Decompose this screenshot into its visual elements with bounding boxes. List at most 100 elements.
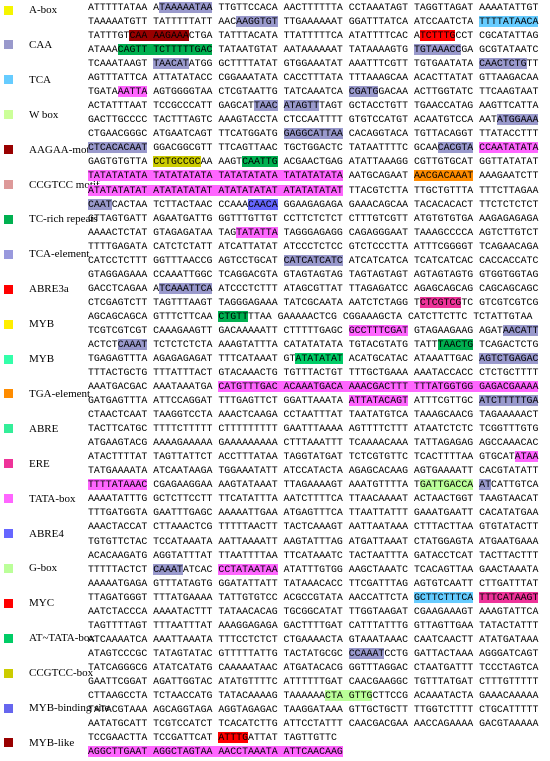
motif-highlight: ATCTTTTTGA (479, 395, 539, 407)
legend-label: MYC (29, 597, 55, 610)
motif-highlight: CTGTT (218, 310, 249, 322)
legend-swatch (4, 110, 13, 120)
sequence-text: ATGG GCTTTTATAT GTGGAAATAT AAATTTCGTT TG… (188, 58, 480, 70)
sequence-text: ATCAC (182, 563, 219, 575)
legend-swatch (4, 738, 13, 748)
sequence-text: ACTATTTAAT TCCGCCCATT GAGCAT (88, 100, 254, 112)
motif-highlight: CTCACACAAT (88, 142, 148, 154)
sequence-row: AAATGACGAC AAATAAATGA CATGTTTGAC ACAAATG… (88, 381, 539, 393)
legend-label: MYB-binding site (29, 702, 110, 714)
motif-highlight: TATATATATA TATATATATA TATATATATA TATATAT… (88, 170, 343, 182)
legend-item: ABRE4 (4, 527, 64, 541)
legend-swatch (4, 145, 13, 155)
sequence-text: TATAATGTAT AATAAAAAAT TATAAAAGTG (212, 44, 414, 56)
sequence-text: GATGAGTTTA ATTCCAGGAT TTTGAGTTCT GGATTAA… (88, 395, 349, 407)
legend-swatch (4, 319, 13, 329)
sequence-row: ATGAAGTACG AAAAGAAAAA GAAAAAAAAA CTTTAAA… (88, 437, 538, 449)
sequence-text: CTGA TATTTACATA TTATTTTTCA ATATTTTCAC A (188, 30, 420, 42)
legend-label: AT~TATA-box (29, 632, 95, 645)
sequence-text: ACACAAGATG AGGTATTTAT TTAATTTTAA TTCATAA… (88, 549, 539, 561)
motif-highlight: TAACTG (437, 338, 474, 350)
sequence-row: GAGTGTGTTA CCTGCCGCAA AAGTCAATTG ACGAACT… (88, 156, 538, 168)
sequence-text: ATTTTTATAA A (88, 2, 160, 13)
legend-swatch (4, 40, 13, 50)
sequence-text: ATAAA (88, 44, 118, 56)
legend-item: G-box (4, 561, 57, 575)
legend-item: MYB-binding site (4, 701, 109, 715)
motif-highlight: CCAAAT (348, 647, 385, 659)
sequence-text: GA GCGTATAATC (461, 44, 539, 56)
sequence-text: TCAGACTCTG (473, 338, 539, 350)
legend-label: MYB (29, 318, 55, 331)
motif-highlight: AGGCTTGAAT AGGCTAGTAA AACCTAAATA ATTCAAC… (88, 746, 343, 758)
motif-highlight: CAA AAGAAA (129, 30, 189, 42)
legend-swatch (4, 598, 13, 608)
sequence-row: ATAGTCCCGC TATAGTATAC GTTTTTATTG TACTATG… (88, 647, 538, 660)
motif-highlight: GCTTCTTTCA (413, 591, 474, 603)
legend-swatch (4, 354, 13, 364)
motif-highlight: CAAAT (153, 563, 183, 575)
sequence-text: ATTTCGTTGC (408, 395, 480, 407)
sequence-row: AGGCTTGAAT AGGCTAGTAA AACCTAAATA ATTCAAC… (88, 746, 343, 758)
motif-highlight: CAACTCTG (479, 58, 527, 70)
sequence-row: ATAAACAGTT TCTTTTTGAC TATAATGTAT AATAAAA… (88, 44, 538, 56)
sequence-text: AA AAGT (200, 156, 243, 168)
legend-label: TGA-element (29, 387, 91, 400)
legend-label: MYB-like (29, 736, 75, 749)
sequence-row: CTCACACAAT GGACGGCGTT TTCAGTTAAC TGCTGGA… (88, 142, 539, 154)
sequence-text: CTCGAGTCTT TAGTTTAAGT TAGGGAGAAA TATCGCA… (88, 296, 420, 308)
legend-item: CCGTCC-box (4, 666, 93, 680)
sequence-text: GTAGGAGAAA CCAAATTGGC TCAGGACGTA GTAGTAG… (88, 268, 539, 280)
sequence-text: GGAAGAGAGA GAAACAGCAA TACACACACT TTCTCTC… (277, 198, 539, 210)
sequence-text: ATTAT TAGTTGTTC (248, 732, 337, 744)
sequence-text: TTTTGAGATA CATCTCTATT ATCATTATAT ATCCCTC… (88, 240, 539, 252)
legend-label: TCA (29, 73, 51, 86)
legend-swatch (4, 75, 13, 85)
sequence-text: ATCAAAATCA AAATTAAATA TTTCCTCTCT CTGAAAA… (88, 633, 539, 645)
motif-highlight: GATTGACCA (419, 479, 474, 491)
legend-item: MYB (4, 317, 54, 331)
sequence-text: CTTCCG ACAAATACTA GAAACAAAAA (372, 689, 539, 701)
motif-highlight: AACATT (502, 324, 539, 336)
legend-swatch (4, 668, 13, 678)
sequence-text: GACTTGCCCC TACTTTAGTC AAAGTACCTA CTCCAAT… (88, 114, 497, 126)
sequence-text: CACTAA TCTTACTAAC CCAAA (111, 198, 249, 210)
sequence-text: TATCAGGGCG ATATCATATG CAAAAATAAC ATGATAC… (88, 661, 539, 673)
sequence-text: ATCCCTCTTT ATAGCGTTAT TTAGAGATCC AGAGCAG… (212, 282, 539, 294)
sequence-text: ATACTTTTAT TAGTTATTCT ACCTTTATAA TAGGTAT… (88, 451, 515, 463)
sequence-text: GTAGAAGAAG AGAT (408, 324, 503, 336)
sequence-text: ACATGCATAC ATAAATTGAC (342, 353, 480, 364)
sequence-row: AAACTACCAT CTTAAACTCG TTTTTAACTT TACTCAA… (88, 521, 538, 533)
sequence-text: TTGTTCCACA AACTTTTTTA CCTAAATAGT TAGGTTA… (212, 2, 539, 13)
sequence-row: ACTCTCAAAT TCTCTCTCTA AAAGTATTTA CATATAT… (88, 338, 539, 351)
motif-highlight: CAAT (88, 198, 112, 210)
sequence-row: TATATATATA TATATATATA TATATATATA TATATAT… (88, 170, 538, 182)
legend-label: G-box (29, 562, 58, 575)
legend-label: A-box (29, 4, 58, 16)
sequence-text: AAAGAATCTT (473, 170, 539, 182)
motif-highlight: GCCTTTCGAT (348, 324, 409, 336)
motif-highlight: CTA GTTG (325, 689, 373, 701)
sequence-row: AGTTTATTCA ATTATATACC CGGAAATATA CACCTTT… (88, 72, 538, 84)
sequence-row: CTGAACGGGC ATGAATCAGT TTCATGGATG GAGGCAT… (88, 128, 538, 140)
motif-highlight: AATTA (117, 86, 148, 98)
sequence-text: TACTTCATGC TTTTCTTTTT CTTTTTTTTT GAATTTA… (88, 423, 539, 435)
sequence-text (278, 100, 284, 111)
sequence-row: TACTTCATGC TTTTCTTTTT CTTTTTTTTT GAATTTA… (88, 423, 538, 435)
legend-item: MYB-like (4, 736, 74, 750)
legend-item: TC-rich repeats (4, 212, 98, 226)
legend-item: ABRE3a (4, 282, 69, 296)
sequence-text: CCT CGCATATTAG (455, 30, 539, 42)
sequence-text: GACAA ACTTGGTATC TTCAAGTAAT (378, 86, 539, 98)
sequence-row: TTTTTACTCT CAAATATCAC CCTATAATAA ATATTTG… (88, 563, 538, 576)
legend-swatch (4, 633, 13, 643)
motif-highlight: CAATTG (242, 156, 278, 168)
sequence-text: TATGAAAATA ATCAATAAGA TGGAAATATT ATCCATA… (88, 465, 539, 477)
sequence-text: AGCAGCAGCA GTTTCTTCAA (88, 310, 219, 322)
sequence-row: ATTTTTATAA ATAAAAATAA TTGTTCCACA AACTTTT… (88, 2, 538, 14)
sequence-row: ATACTTTTAT TAGTTATTCT ACCTTTATAA TAGGTAT… (88, 451, 539, 463)
legend-swatch (4, 529, 13, 538)
sequence-text: CTGAACGGGC ATGAATCAGT TTCATGGATG (88, 128, 284, 140)
sequence-row: ATATATATAT ATATATATAT ATATATATAT ATATATA… (88, 184, 538, 197)
